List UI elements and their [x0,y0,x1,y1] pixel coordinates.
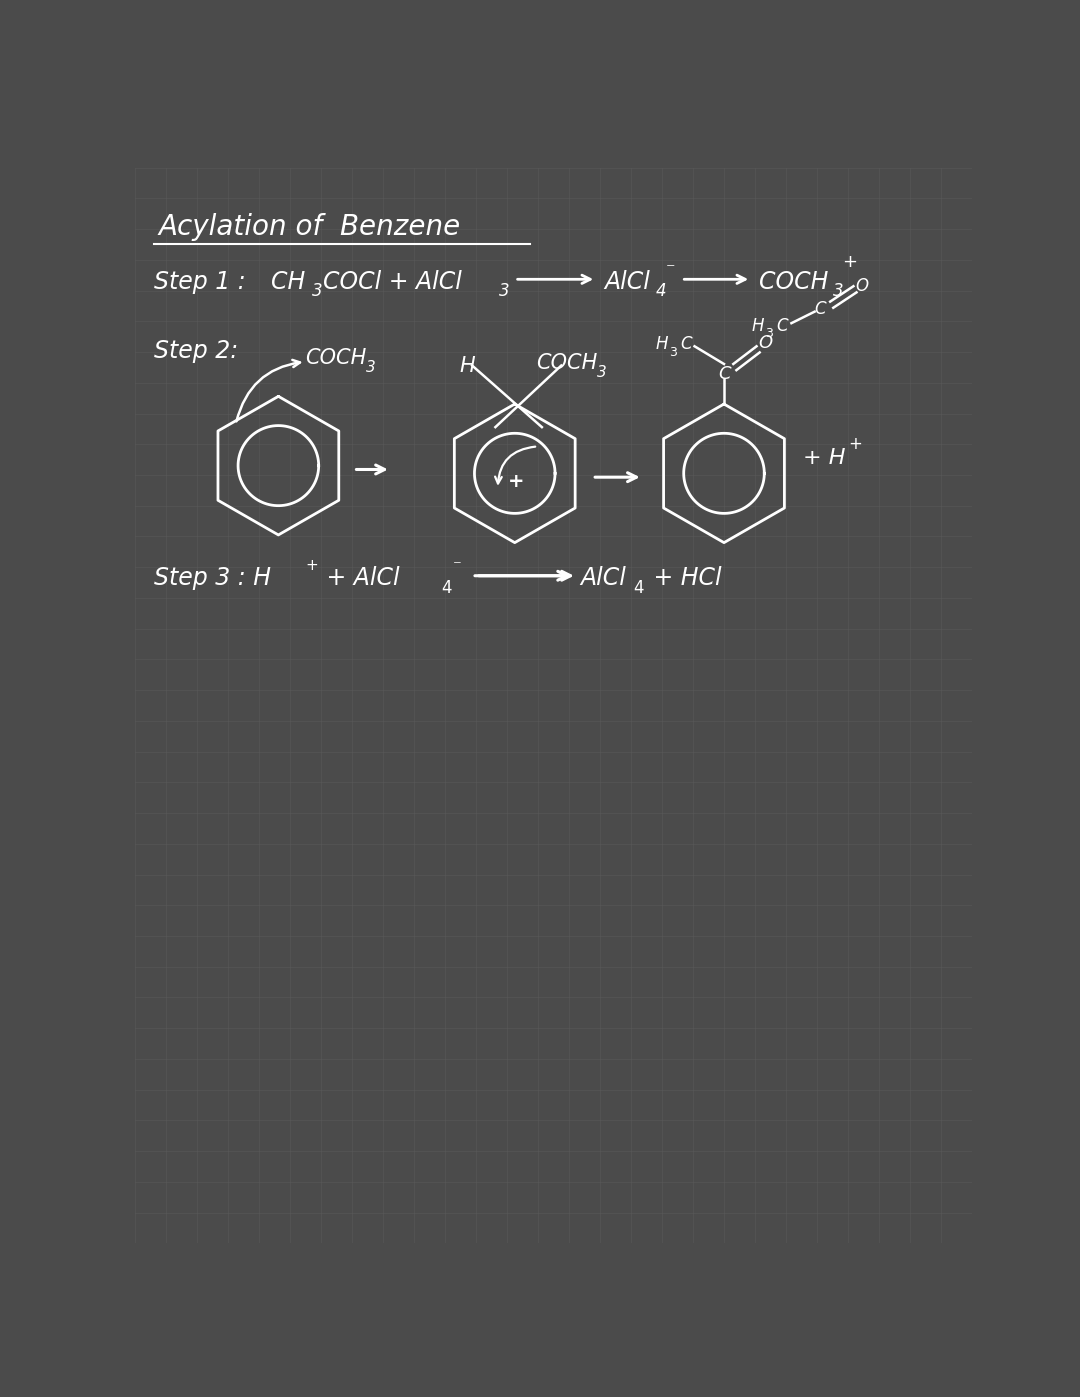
Text: H: H [459,356,475,376]
Text: C: C [814,300,826,319]
Text: COCH: COCH [759,270,828,293]
Text: CH: CH [271,270,305,293]
Text: 3: 3 [765,327,773,339]
Text: ⁻: ⁻ [453,557,461,576]
Text: COCl + AlCl: COCl + AlCl [323,270,461,293]
Text: AlCl: AlCl [604,270,650,293]
Text: Step 2:: Step 2: [154,339,239,363]
Text: +: + [842,253,858,271]
Text: 4: 4 [441,578,451,597]
Text: ⁻: ⁻ [666,261,675,278]
Text: O: O [855,277,868,295]
FancyArrowPatch shape [495,447,536,483]
Text: COCH: COCH [306,348,367,367]
Text: H: H [656,335,669,352]
Text: 3: 3 [312,282,322,300]
Text: C: C [718,365,730,383]
Text: + HCl: + HCl [647,566,723,590]
Text: Step 3 : H: Step 3 : H [154,566,271,590]
Text: 3: 3 [597,365,607,380]
Text: Step 1 :: Step 1 : [154,270,246,293]
Text: +: + [306,557,319,573]
Text: O: O [758,334,772,352]
Text: 3: 3 [366,359,376,374]
Text: + AlCl: + AlCl [320,566,400,590]
Text: +: + [848,434,862,453]
Text: C: C [775,317,787,335]
Text: 3: 3 [499,282,510,300]
Text: +: + [508,472,524,492]
Text: 3: 3 [833,282,843,300]
Text: + H: + H [804,448,846,468]
Text: H: H [751,317,764,335]
Text: 4: 4 [656,282,666,300]
Text: 3: 3 [669,346,677,359]
Text: COCH: COCH [537,353,598,373]
Text: C: C [680,335,692,352]
Text: Acylation of  Benzene: Acylation of Benzene [159,212,460,240]
Text: AlCl: AlCl [581,566,626,590]
Text: 4: 4 [633,578,644,597]
FancyArrowPatch shape [237,360,300,422]
